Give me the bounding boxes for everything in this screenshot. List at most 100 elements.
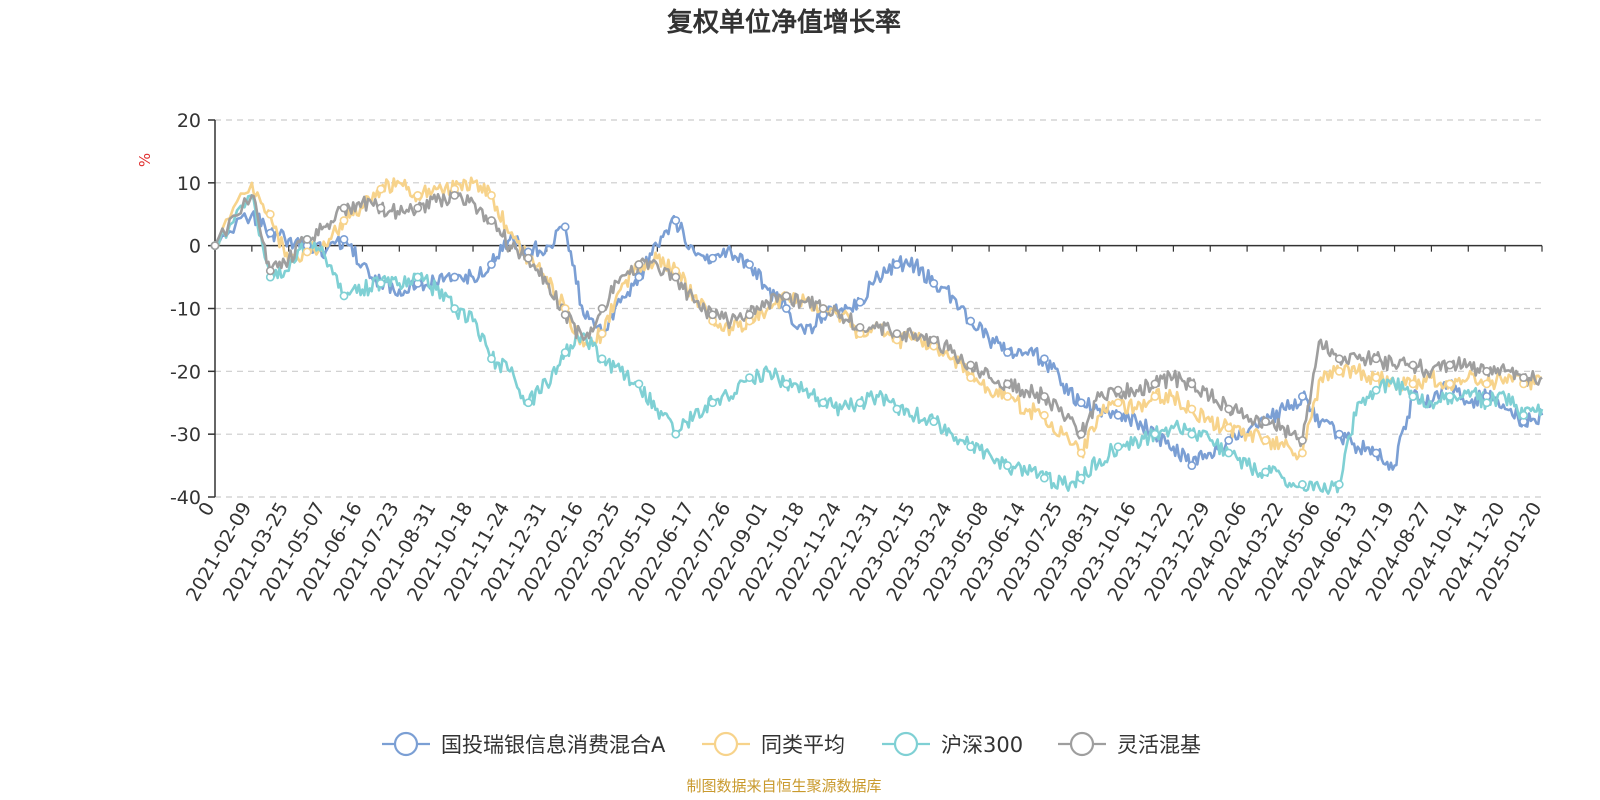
data-point	[1076, 398, 1086, 408]
data-point	[1003, 379, 1012, 389]
data-point	[339, 216, 349, 225]
source-note: 制图数据来自恒生聚源数据库	[686, 777, 881, 795]
data-point	[487, 190, 496, 200]
legend-marker	[713, 731, 739, 757]
data-point	[1408, 360, 1418, 370]
data-point	[265, 209, 275, 219]
data-point	[855, 322, 865, 332]
data-point	[1519, 410, 1528, 420]
data-point	[413, 272, 423, 282]
data-point	[1039, 410, 1049, 420]
data-point	[1482, 398, 1492, 408]
data-point	[597, 304, 607, 313]
data-point	[339, 203, 349, 213]
data-point	[671, 216, 681, 225]
data-point	[560, 310, 570, 320]
data-point	[1150, 429, 1160, 439]
data-point	[339, 291, 349, 301]
data-point	[1113, 442, 1123, 452]
series-line-0	[214, 210, 1544, 471]
legend-item-0[interactable]: 国投瑞银信息消费混合A	[382, 731, 666, 757]
data-point	[376, 278, 386, 288]
data-point	[966, 316, 976, 326]
data-point	[265, 266, 275, 276]
data-point	[745, 310, 754, 320]
data-point	[413, 203, 423, 213]
legend-item-1[interactable]: 同类平均	[702, 731, 845, 757]
data-point	[339, 234, 349, 244]
data-point	[1150, 379, 1160, 389]
data-point	[1187, 461, 1197, 470]
data-point	[708, 253, 718, 263]
data-point	[781, 291, 791, 301]
data-point	[1334, 354, 1344, 364]
data-point	[487, 260, 496, 269]
series-lines	[213, 176, 1544, 495]
data-point	[966, 442, 976, 452]
data-point	[1445, 392, 1455, 401]
data-point	[376, 203, 386, 213]
data-point	[966, 373, 976, 383]
legend: 国投瑞银信息消费混合A 同类平均 沪深300 灵活混基	[382, 731, 1201, 757]
data-point	[1003, 348, 1012, 357]
data-point	[1298, 436, 1307, 445]
data-point	[1187, 429, 1197, 439]
data-point	[1076, 448, 1086, 458]
y-axis-unit: %	[136, 153, 154, 167]
y-tick-label: -30	[170, 424, 201, 446]
legend-marker	[1069, 731, 1095, 757]
y-tick-label: 0	[189, 236, 201, 258]
legend-item-3[interactable]: 灵活混基	[1058, 731, 1201, 757]
legend-label: 灵活混基	[1117, 733, 1201, 757]
data-point	[1261, 467, 1270, 477]
data-point	[1261, 417, 1270, 426]
data-point	[1371, 354, 1381, 364]
data-point	[892, 329, 902, 339]
data-point	[1150, 392, 1160, 401]
data-point	[634, 260, 644, 269]
data-point	[1519, 373, 1528, 383]
data-point	[929, 417, 939, 426]
data-point	[1482, 366, 1492, 376]
data-point	[929, 335, 939, 345]
data-point	[523, 398, 533, 408]
data-point	[302, 234, 312, 244]
data-point	[1039, 392, 1049, 401]
data-point	[1408, 392, 1418, 401]
data-point	[708, 398, 718, 408]
data-point	[708, 310, 718, 320]
data-point	[1445, 360, 1455, 370]
data-point	[1334, 366, 1344, 376]
x-tick-label: 0	[194, 499, 219, 520]
data-point	[892, 260, 902, 269]
data-point	[597, 354, 607, 364]
series-line-2	[214, 194, 1544, 495]
legend-label: 国投瑞银信息消费混合A	[441, 733, 666, 757]
legend-label: 同类平均	[761, 733, 845, 757]
data-point	[818, 304, 828, 313]
data-point	[671, 429, 681, 439]
data-point	[1298, 448, 1307, 458]
legend-item-2[interactable]: 沪深300	[882, 731, 1023, 757]
data-point	[523, 253, 533, 263]
data-point	[966, 360, 976, 370]
series-markers	[210, 184, 1528, 489]
data-point	[1334, 429, 1344, 439]
data-point	[1298, 480, 1307, 489]
data-point	[634, 272, 644, 282]
data-point	[1482, 379, 1492, 389]
data-point	[210, 241, 220, 251]
data-point	[1003, 392, 1012, 401]
data-point	[1371, 448, 1381, 458]
data-point	[560, 222, 570, 232]
legend-label: 沪深300	[941, 733, 1023, 757]
data-point	[1334, 480, 1344, 489]
data-point	[1113, 410, 1123, 420]
legend-marker	[393, 731, 419, 757]
data-point	[487, 216, 496, 225]
data-point	[671, 272, 681, 282]
data-point	[1187, 404, 1197, 414]
data-point	[450, 190, 459, 200]
data-point	[302, 247, 312, 257]
